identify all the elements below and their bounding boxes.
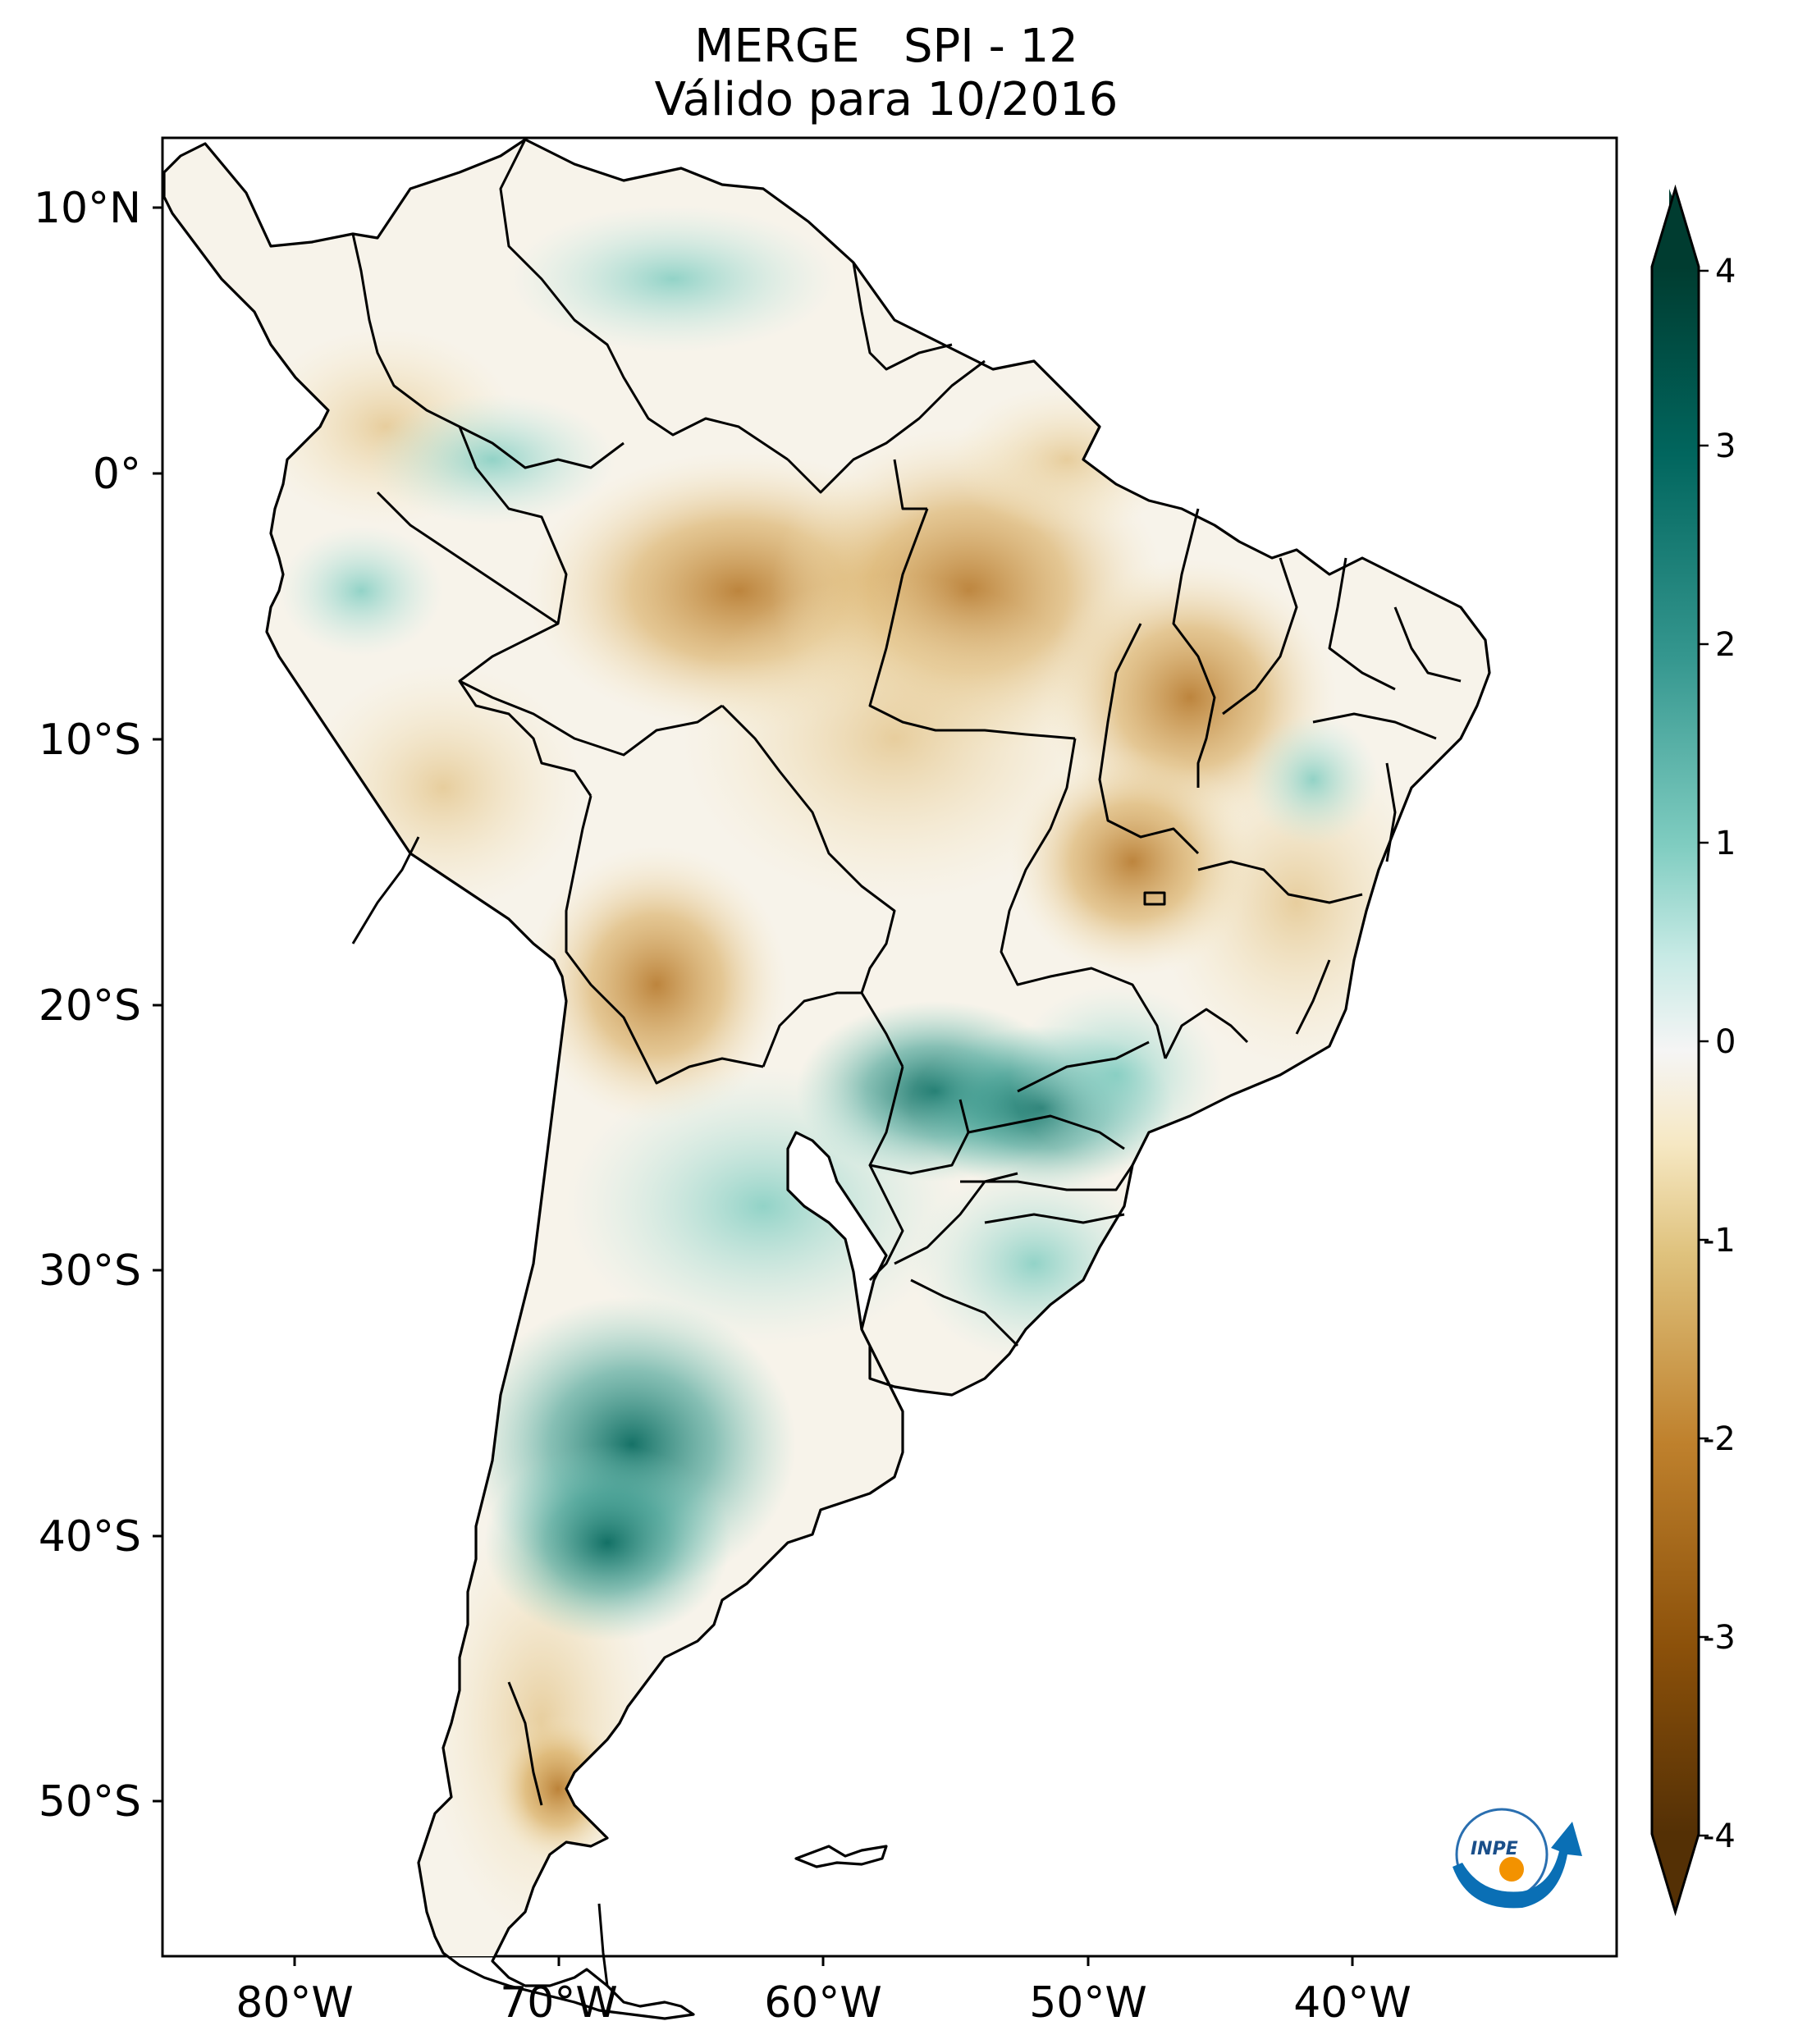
chart-title-line1: MERGE SPI - 12 — [694, 20, 1078, 73]
colorbar-ticks — [1699, 269, 1709, 1837]
colorbar-tick-label: 4 — [1715, 253, 1736, 290]
colorbar-tick-label: -2 — [1703, 1420, 1736, 1458]
colorbar-tick-label: 1 — [1715, 825, 1736, 862]
lat-tick-label: 10°S — [39, 716, 141, 765]
lat-tick-label: 40°S — [39, 1512, 141, 1562]
colorbar: 4 3 2 1 0 -1 -2 -3 -4 — [1650, 184, 1736, 1917]
colorbar-tick-label: -4 — [1703, 1818, 1736, 1855]
lat-tick-label: 30°S — [39, 1246, 141, 1296]
latitude-axis: 10°N 0° 10°S 20°S 30°S 40°S 50°S — [34, 184, 162, 1827]
chart-title-line2: Válido para 10/2016 — [655, 73, 1119, 126]
inpe-logo: INPE — [1453, 1808, 1582, 1909]
longitude-axis: 80°W 70°W 60°W 50°W 40°W — [236, 1956, 1411, 2028]
lon-tick-label: 60°W — [764, 1978, 882, 2028]
colorbar-tick-label: -1 — [1703, 1222, 1736, 1260]
colorbar-gradient — [1652, 267, 1699, 1834]
colorbar-tick-label: 2 — [1715, 626, 1736, 664]
country-borders — [351, 139, 1462, 1987]
logo-swoosh-arc — [1453, 1822, 1582, 1909]
lat-tick-label: 20°S — [39, 981, 141, 1031]
lon-tick-label: 40°W — [1293, 1978, 1411, 2028]
lat-tick-label: 0° — [93, 450, 141, 499]
logo-orange-dot — [1499, 1857, 1524, 1882]
lon-tick-label: 70°W — [500, 1978, 618, 2028]
lon-tick-label: 80°W — [236, 1978, 354, 2028]
logo-text: INPE — [1471, 1839, 1518, 1859]
colorbar-extend-top-tip — [1652, 189, 1699, 267]
lat-tick-label: 10°N — [34, 184, 141, 233]
falkland-islands — [794, 1845, 888, 1868]
colorbar-tick-label: 0 — [1715, 1023, 1736, 1061]
colorbar-tick-label: -3 — [1703, 1619, 1736, 1657]
lat-tick-label: 50°S — [39, 1777, 141, 1827]
colorbar-tick-label: 3 — [1715, 428, 1736, 465]
lon-tick-label: 50°W — [1029, 1978, 1147, 2028]
colorbar-outline — [1650, 184, 1700, 1917]
colorbar-extend-bottom-tip — [1652, 1834, 1699, 1912]
